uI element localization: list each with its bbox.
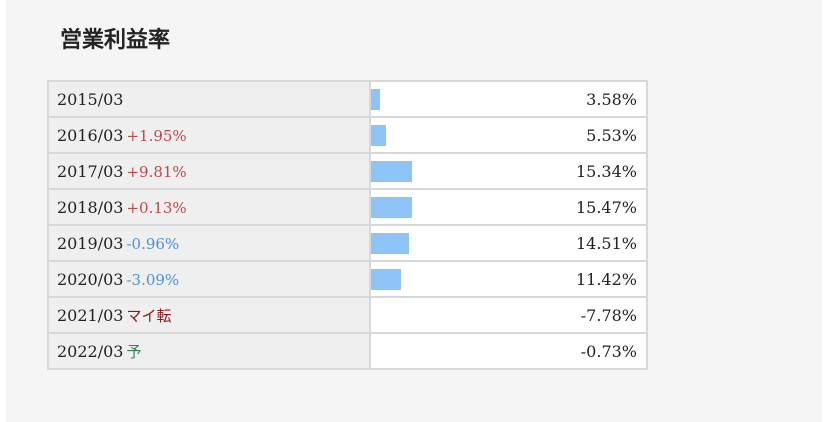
bar (371, 89, 381, 110)
bar (371, 125, 386, 146)
bar (371, 197, 412, 218)
row: 2016/03 +1.95% 5.53% (47, 116, 648, 154)
change: 予 (126, 342, 142, 361)
row: 2020/03 -3.09% 11.42% (47, 260, 648, 298)
change: -3.09% (126, 270, 180, 289)
period-cell: 2015/03 (47, 80, 371, 118)
period: 2018/03 (57, 197, 124, 217)
value-cell: 11.42% (369, 260, 648, 298)
bar (371, 269, 402, 290)
value: 14.51% (575, 234, 637, 253)
period-cell: 2017/03 +9.81% (47, 152, 371, 190)
row: 2021/03 マイ転 -7.78% (47, 296, 648, 334)
row: 2022/03 予 -0.73% (47, 332, 648, 370)
period: 2022/03 (57, 341, 124, 361)
row: 2018/03 +0.13% 15.47% (47, 188, 648, 226)
value-cell: -7.78% (369, 296, 648, 334)
change: +1.95% (126, 126, 187, 145)
row: 2019/03 -0.96% 14.51% (47, 224, 648, 262)
margin-table: 2015/03 3.58% 2016/03 +1.95% 5.53% 2017/03 +9.… (47, 80, 648, 370)
value: 5.53% (586, 126, 637, 145)
value: -0.73% (580, 342, 637, 361)
title: 営業利益率 (60, 27, 171, 53)
value-cell: 14.51% (369, 224, 648, 262)
period-cell: 2019/03 -0.96% (47, 224, 371, 262)
change: +9.81% (126, 162, 187, 181)
value-cell: 5.53% (369, 116, 648, 154)
value-cell: 15.47% (369, 188, 648, 226)
row: 2015/03 3.58% (47, 80, 648, 118)
value-cell: 15.34% (369, 152, 648, 190)
period-cell: 2022/03 予 (47, 332, 371, 370)
period-cell: 2016/03 +1.95% (47, 116, 371, 154)
period-cell: 2018/03 +0.13% (47, 188, 371, 226)
period-cell: 2020/03 -3.09% (47, 260, 371, 298)
period-cell: 2021/03 マイ転 (47, 296, 371, 334)
value: 15.34% (575, 162, 637, 181)
row: 2017/03 +9.81% 15.34% (47, 152, 648, 190)
value: 15.47% (575, 198, 637, 217)
value: 3.58% (586, 90, 637, 109)
period: 2021/03 (57, 305, 124, 325)
bar (371, 233, 410, 254)
period: 2017/03 (57, 161, 124, 181)
change: +0.13% (126, 198, 187, 217)
change: マイ転 (126, 306, 172, 325)
value: 11.42% (575, 270, 637, 289)
panel: 営業利益率 2015/03 3.58% 2016/03 +1.95% 5.53% 2017… (6, 0, 822, 422)
value: -7.78% (580, 306, 637, 325)
value-cell: 3.58% (369, 80, 648, 118)
change: -0.96% (126, 234, 180, 253)
period: 2020/03 (57, 269, 124, 289)
period: 2015/03 (57, 89, 124, 109)
period: 2019/03 (57, 233, 124, 253)
value-cell: -0.73% (369, 332, 648, 370)
period: 2016/03 (57, 125, 124, 145)
bar (371, 161, 412, 182)
